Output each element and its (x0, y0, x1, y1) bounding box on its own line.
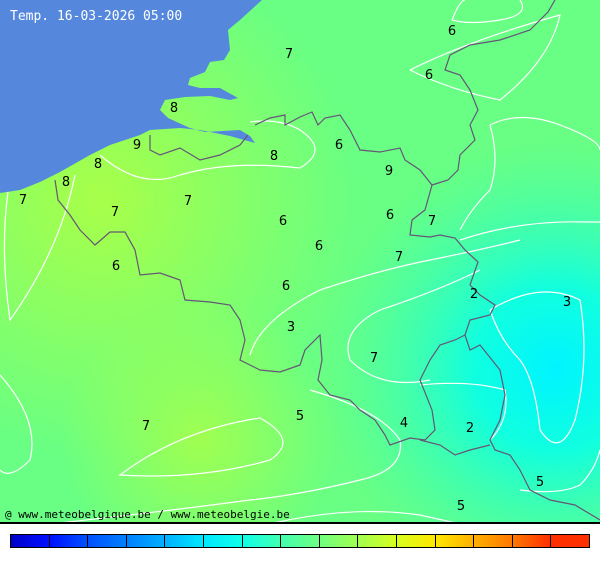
isotherm-label: 9 (133, 138, 141, 153)
isotherm-label: 7 (428, 214, 436, 229)
isotherm-label: 7 (285, 47, 293, 62)
isotherm-label: 7 (395, 250, 403, 265)
isotherm-label: 5 (296, 409, 304, 424)
color-scale-segment (435, 535, 475, 547)
color-scale-segment (396, 535, 436, 547)
isotherm-label: 7 (142, 419, 150, 434)
color-scale-segment (358, 535, 397, 547)
map-title: Temp. 16-03-2026 05:00 (10, 9, 182, 24)
color-scale-segment (11, 535, 50, 547)
isotherm-label: 7 (111, 205, 119, 220)
isotherm-label: 4 (400, 416, 408, 431)
color-scale-segment (165, 535, 204, 547)
color-scale-segment (474, 535, 513, 547)
isotherm-label: 5 (457, 499, 465, 514)
sea (0, 0, 262, 193)
isotherm-label: 6 (386, 208, 394, 223)
isotherm-label: 2 (466, 421, 474, 436)
isotherm-label: 6 (282, 279, 290, 294)
temperature-map: 7 6 6 8 9 8 8 8 6 9 7 7 7 6 6 7 6 7 6 6 3 2 3 7 7 5 4 2 5 5 Temp. 16-… (0, 0, 600, 524)
isotherm-label: 7 (184, 194, 192, 209)
isotherm-label: 9 (385, 164, 393, 179)
isotherm-label: 6 (425, 68, 433, 83)
isotherm-label: 8 (170, 101, 178, 116)
country-borders (54, 0, 600, 521)
isotherm-label: 6 (335, 138, 343, 153)
isotherm-label: 6 (112, 259, 120, 274)
color-scale-segment (551, 535, 589, 547)
color-scale-segment (319, 535, 359, 547)
color-scale-segment (203, 535, 243, 547)
isotherm-label: 2 (470, 287, 478, 302)
isotherm-label: 7 (19, 193, 27, 208)
isotherm-label: 6 (315, 239, 323, 254)
isotherm-label: 3 (563, 295, 571, 310)
color-scale-segment (88, 535, 127, 547)
color-scale-segment (126, 535, 166, 547)
color-scale-segment (512, 535, 552, 547)
color-scale-legend (10, 534, 590, 548)
isotherm-label: 6 (448, 24, 456, 39)
isotherm-label: 3 (287, 320, 295, 335)
color-scale-segment (49, 535, 89, 547)
isotherm-label: 5 (536, 475, 544, 490)
isotherm-label: 8 (94, 157, 102, 172)
isotherm-label: 8 (270, 149, 278, 164)
credit-text: @ www.meteobelgique.be / www.meteobelgie… (5, 508, 290, 521)
color-scale-segment (242, 535, 282, 547)
isotherm-label: 7 (370, 351, 378, 366)
color-scale-segment (281, 535, 320, 547)
isotherm-label: 6 (279, 214, 287, 229)
isotherm-label: 8 (62, 175, 70, 190)
